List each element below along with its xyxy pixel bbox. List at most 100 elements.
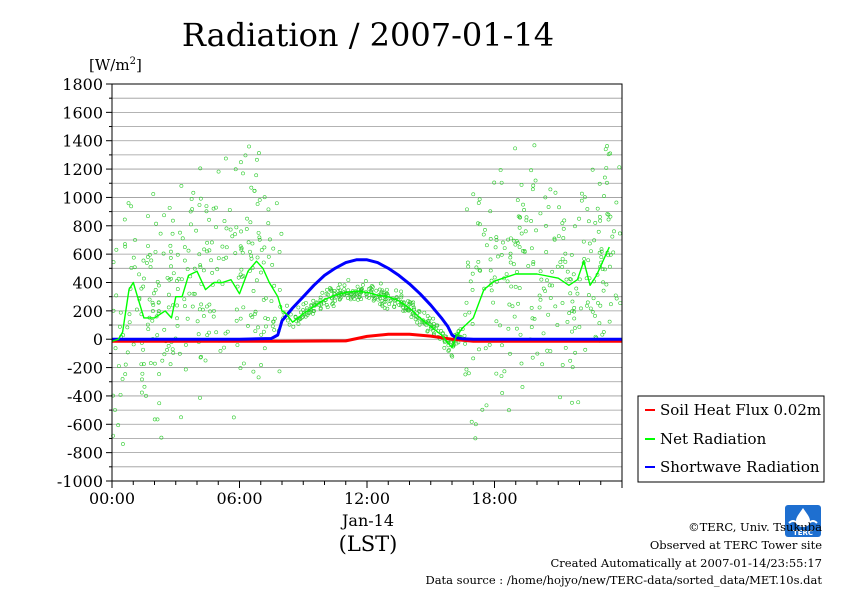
net-radiation-point bbox=[582, 195, 587, 200]
net-radiation-point bbox=[198, 263, 203, 268]
net-radiation-point bbox=[546, 205, 551, 209]
net-radiation-point bbox=[382, 306, 387, 310]
net-radiation-point bbox=[169, 249, 173, 254]
net-radiation-point bbox=[526, 264, 531, 268]
net-radiation-point bbox=[241, 361, 246, 366]
net-radiation-point bbox=[383, 299, 388, 304]
net-radiation-point bbox=[245, 216, 249, 221]
net-radiation-point bbox=[450, 354, 455, 359]
net-radiation-point bbox=[159, 435, 164, 440]
y-tick-label: 600 bbox=[72, 245, 103, 264]
net-radiation-point bbox=[610, 234, 615, 239]
net-radiation-point bbox=[271, 319, 276, 324]
series-lines bbox=[111, 246, 622, 349]
net-radiation-point bbox=[153, 288, 158, 292]
net-radiation-point bbox=[589, 249, 593, 254]
net-radiation-point bbox=[134, 307, 139, 312]
net-radiation-point bbox=[296, 322, 301, 326]
net-radiation-point bbox=[296, 305, 301, 310]
net-radiation-point bbox=[146, 214, 150, 219]
net-radiation-point bbox=[196, 332, 201, 337]
net-radiation-point bbox=[505, 279, 510, 284]
net-radiation-point bbox=[506, 326, 511, 331]
net-radiation-point bbox=[421, 318, 426, 323]
net-radiation-point bbox=[302, 311, 307, 315]
net-radiation-point bbox=[175, 287, 180, 291]
net-radiation-point bbox=[239, 267, 244, 272]
net-radiation-point bbox=[606, 152, 611, 157]
net-radiation-point bbox=[493, 245, 498, 250]
net-radiation-point bbox=[225, 329, 230, 334]
net-radiation-point bbox=[466, 371, 471, 376]
net-radiation-point bbox=[311, 298, 316, 303]
net-radiation-point bbox=[156, 283, 161, 288]
net-radiation-point bbox=[228, 227, 233, 232]
net-radiation-point bbox=[296, 318, 301, 322]
net-radiation-point bbox=[473, 422, 478, 427]
net-radiation-point bbox=[198, 196, 203, 201]
net-radiation-point bbox=[572, 306, 577, 310]
net-radiation-point bbox=[393, 301, 397, 306]
net-radiation-point bbox=[550, 283, 555, 288]
net-radiation-point bbox=[581, 239, 586, 244]
net-radiation-point bbox=[148, 361, 153, 366]
net-radiation-point bbox=[131, 342, 136, 347]
net-radiation-point bbox=[363, 279, 368, 283]
net-radiation-point bbox=[598, 303, 603, 308]
y-tick-label: 0 bbox=[93, 330, 103, 349]
net-radiation-point bbox=[586, 293, 591, 297]
net-radiation-point bbox=[142, 276, 146, 281]
net-radiation-point bbox=[168, 362, 173, 367]
net-radiation-point bbox=[570, 329, 574, 334]
net-radiation-point bbox=[139, 390, 144, 395]
net-radiation-point bbox=[568, 358, 573, 363]
net-radiation-point bbox=[560, 221, 565, 226]
net-radiation-point bbox=[501, 240, 505, 245]
net-radiation-point bbox=[510, 304, 515, 309]
net-radiation-point bbox=[212, 308, 216, 313]
x-tick-label: 00:00 bbox=[89, 489, 135, 508]
net-radiation-point bbox=[114, 293, 119, 298]
net-radiation-point bbox=[184, 342, 188, 347]
net-radiation-point bbox=[570, 365, 575, 370]
net-radiation-point bbox=[603, 147, 608, 152]
net-radiation-point bbox=[111, 433, 115, 438]
net-radiation-point bbox=[422, 310, 427, 315]
net-radiation-point bbox=[400, 305, 405, 309]
net-radiation-point bbox=[606, 217, 611, 222]
legend-box bbox=[637, 395, 825, 483]
y-tick-label: 1200 bbox=[62, 160, 103, 179]
net-radiation-point bbox=[557, 205, 561, 210]
net-radiation-point bbox=[500, 343, 504, 348]
net-radiation-point bbox=[222, 345, 226, 350]
net-radiation-point bbox=[572, 309, 576, 314]
net-radiation-point bbox=[477, 268, 482, 273]
net-radiation-point bbox=[113, 408, 117, 412]
y-tick-label: -800 bbox=[67, 444, 103, 463]
net-radiation-point bbox=[573, 224, 577, 229]
net-radiation-point bbox=[274, 201, 279, 206]
net-radiation-point bbox=[272, 283, 277, 288]
net-radiation-point bbox=[571, 272, 576, 277]
net-radiation-point bbox=[155, 417, 160, 422]
net-radiation-point bbox=[407, 302, 412, 307]
net-radiation-point bbox=[255, 255, 260, 260]
net-radiation-point bbox=[412, 307, 417, 312]
net-radiation-point bbox=[601, 280, 605, 285]
net-radiation-point bbox=[256, 375, 261, 380]
net-radiation-point bbox=[241, 305, 246, 310]
net-radiation-point bbox=[529, 325, 534, 330]
net-radiation-point bbox=[573, 350, 578, 355]
net-radiation-point bbox=[146, 244, 150, 248]
net-radiation-point bbox=[342, 283, 347, 288]
net-radiation-point bbox=[570, 400, 574, 405]
net-radiation-point bbox=[277, 287, 282, 292]
net-radiation-point bbox=[502, 369, 507, 374]
net-radiation-point bbox=[480, 407, 485, 412]
net-radiation-point bbox=[491, 300, 496, 305]
net-radiation-raw-points bbox=[111, 143, 623, 446]
net-radiation-point bbox=[561, 226, 566, 231]
net-radiation-point bbox=[397, 303, 401, 307]
net-radiation-point bbox=[190, 207, 195, 212]
